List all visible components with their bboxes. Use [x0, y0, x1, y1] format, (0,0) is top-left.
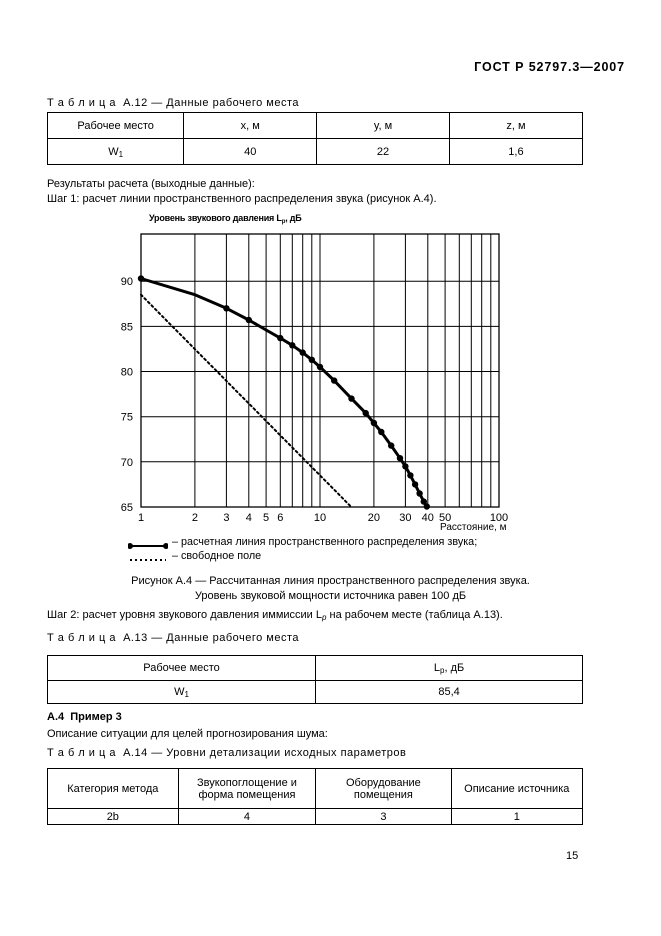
svg-text:3: 3 [223, 512, 229, 524]
svg-text:80: 80 [121, 367, 133, 379]
svg-text:4: 4 [246, 512, 252, 524]
svg-text:20: 20 [368, 512, 380, 524]
svg-text:100: 100 [490, 512, 508, 524]
svg-text:2: 2 [192, 512, 198, 524]
svg-text:40: 40 [422, 512, 434, 524]
svg-text:6: 6 [277, 512, 283, 524]
svg-text:1: 1 [138, 512, 144, 524]
svg-text:90: 90 [121, 276, 133, 288]
svg-text:10: 10 [314, 512, 326, 524]
svg-text:5: 5 [263, 512, 269, 524]
svg-text:50: 50 [439, 512, 451, 524]
svg-text:70: 70 [121, 457, 133, 469]
svg-text:65: 65 [121, 502, 133, 514]
svg-text:85: 85 [121, 321, 133, 333]
svg-text:75: 75 [121, 412, 133, 424]
svg-text:30: 30 [399, 512, 411, 524]
